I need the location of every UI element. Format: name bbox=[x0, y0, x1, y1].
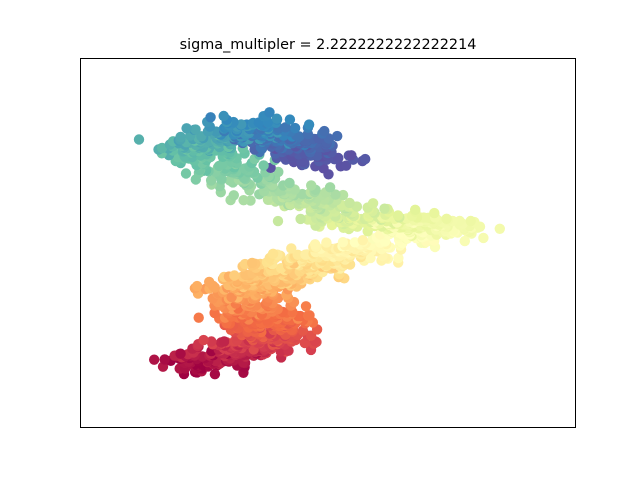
data-point bbox=[295, 213, 306, 225]
data-point bbox=[292, 249, 303, 260]
data-point bbox=[429, 207, 440, 219]
data-point bbox=[478, 232, 489, 244]
data-point bbox=[181, 123, 192, 134]
data-point bbox=[271, 113, 282, 124]
data-point bbox=[459, 235, 470, 247]
data-point bbox=[264, 107, 275, 118]
data-point bbox=[300, 301, 312, 312]
data-point bbox=[309, 239, 321, 250]
scatter-points bbox=[133, 107, 505, 380]
data-point bbox=[360, 153, 371, 165]
data-point bbox=[246, 257, 258, 269]
data-point bbox=[340, 160, 352, 171]
data-point bbox=[190, 124, 201, 135]
data-point bbox=[324, 182, 336, 193]
data-point bbox=[346, 150, 357, 161]
data-point bbox=[206, 336, 217, 347]
data-point bbox=[229, 270, 240, 281]
data-point bbox=[149, 354, 160, 365]
data-point bbox=[286, 243, 297, 254]
data-point bbox=[209, 307, 220, 319]
data-point bbox=[321, 237, 332, 248]
data-point bbox=[494, 223, 505, 234]
data-point bbox=[272, 215, 284, 227]
data-point bbox=[263, 193, 274, 205]
data-point bbox=[330, 189, 341, 200]
data-point bbox=[441, 213, 452, 224]
data-point bbox=[191, 280, 203, 292]
data-point bbox=[337, 189, 349, 201]
data-point bbox=[193, 312, 204, 323]
data-point bbox=[284, 114, 296, 125]
data-point bbox=[238, 195, 249, 206]
data-point bbox=[209, 369, 221, 380]
data-point bbox=[357, 235, 368, 246]
data-point bbox=[349, 237, 361, 248]
data-point bbox=[465, 215, 476, 227]
data-point bbox=[205, 112, 216, 123]
data-point bbox=[159, 354, 170, 365]
data-point bbox=[319, 125, 330, 137]
data-point bbox=[393, 252, 404, 264]
data-point bbox=[198, 334, 209, 346]
data-point bbox=[304, 310, 315, 321]
data-point bbox=[218, 110, 229, 122]
data-point bbox=[205, 175, 217, 186]
data-point bbox=[303, 119, 315, 130]
data-point bbox=[306, 180, 317, 191]
data-point bbox=[367, 198, 379, 209]
data-point bbox=[175, 131, 186, 143]
data-point bbox=[297, 188, 308, 200]
data-point bbox=[228, 190, 239, 201]
data-point bbox=[156, 142, 168, 154]
data-point bbox=[344, 197, 355, 209]
data-point bbox=[379, 203, 390, 214]
data-point bbox=[180, 168, 192, 179]
data-point bbox=[204, 276, 215, 288]
data-point bbox=[332, 130, 343, 142]
data-point bbox=[273, 166, 284, 178]
data-point bbox=[337, 237, 349, 248]
data-point bbox=[289, 122, 301, 134]
data-point bbox=[280, 122, 291, 133]
chart-title: sigma_multipler = 2.2222222222222214 bbox=[180, 37, 477, 53]
data-point bbox=[284, 177, 295, 189]
data-point bbox=[410, 204, 421, 215]
data-point bbox=[267, 248, 279, 259]
data-point bbox=[392, 210, 404, 221]
data-point bbox=[219, 336, 230, 347]
plot-frame bbox=[80, 58, 576, 428]
data-point bbox=[133, 134, 145, 145]
data-point bbox=[258, 160, 269, 171]
data-point bbox=[175, 348, 186, 359]
data-point bbox=[333, 152, 344, 164]
